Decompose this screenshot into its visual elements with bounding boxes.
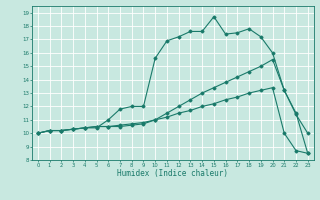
X-axis label: Humidex (Indice chaleur): Humidex (Indice chaleur) — [117, 169, 228, 178]
